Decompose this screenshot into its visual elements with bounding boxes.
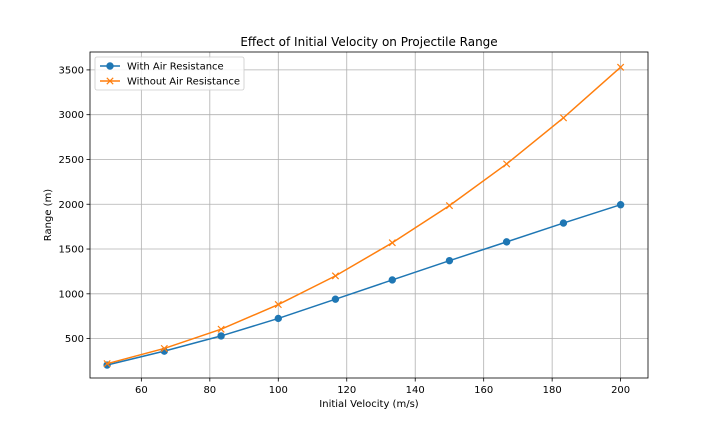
grid (90, 52, 648, 378)
series-1-point (388, 276, 396, 284)
legend-entry: Without Air Resistance (100, 77, 240, 88)
series-1-point (217, 332, 225, 340)
series-2-point (388, 239, 396, 247)
x-tick-label: 60 (135, 385, 148, 396)
series-2-point (616, 63, 625, 71)
series-2-point (274, 300, 282, 309)
legend-marker (106, 62, 114, 70)
y-tick-label: 3500 (59, 65, 84, 76)
x-axis-label: Initial Velocity (m/s) (319, 399, 418, 410)
series-1-point (502, 238, 511, 246)
y-tick-label: 500 (65, 334, 84, 345)
x-tick-label: 180 (543, 385, 562, 396)
series-2 (103, 63, 625, 368)
legend-label: Without Air Resistance (127, 77, 240, 88)
x-tick-label: 80 (203, 385, 216, 396)
series-2-point (217, 325, 225, 333)
series-layer (103, 63, 625, 369)
series-2-point (559, 114, 568, 122)
x-tick-label: 140 (406, 385, 425, 396)
x-axis-ticks: 60 80 100 120 140 160 180 200 (135, 378, 630, 396)
x-tick-label: 120 (337, 385, 356, 396)
series-1 (103, 201, 625, 369)
chart-title: Effect of Initial Velocity on Projectile… (240, 35, 497, 49)
series-2-line (106, 66, 622, 365)
series-2-point (103, 360, 111, 368)
y-tick-label: 1500 (59, 245, 84, 256)
series-2-point (160, 344, 168, 353)
series-1-point (616, 201, 625, 209)
series-1-point (331, 295, 340, 303)
plot-frame (89, 51, 649, 379)
series-1-point (274, 314, 282, 323)
legend: With Air Resistance Without Air Resistanc… (94, 56, 245, 91)
y-axis-ticks: 500 1000 1500 2000 2500 3000 3500 (59, 65, 90, 345)
series-1-line (106, 203, 621, 366)
y-axis-label: Range (m) (43, 189, 54, 242)
y-tick-label: 2500 (59, 155, 84, 166)
legend-box (94, 56, 245, 91)
series-2-point (502, 160, 511, 168)
series-1-point (559, 219, 568, 227)
y-tick-label: 3000 (59, 110, 84, 121)
x-tick-label: 100 (269, 385, 288, 396)
legend-label: With Air Resistance (127, 62, 224, 73)
series-2-point (445, 201, 454, 210)
series-2-point (331, 272, 340, 280)
legend-marker (106, 77, 114, 85)
x-tick-label: 160 (474, 385, 493, 396)
x-tick-label: 200 (611, 385, 630, 396)
y-tick-label: 1000 (59, 289, 84, 300)
legend-entry: With Air Resistance (100, 62, 224, 73)
y-tick-label: 2000 (59, 200, 84, 211)
series-1-point (445, 256, 454, 265)
